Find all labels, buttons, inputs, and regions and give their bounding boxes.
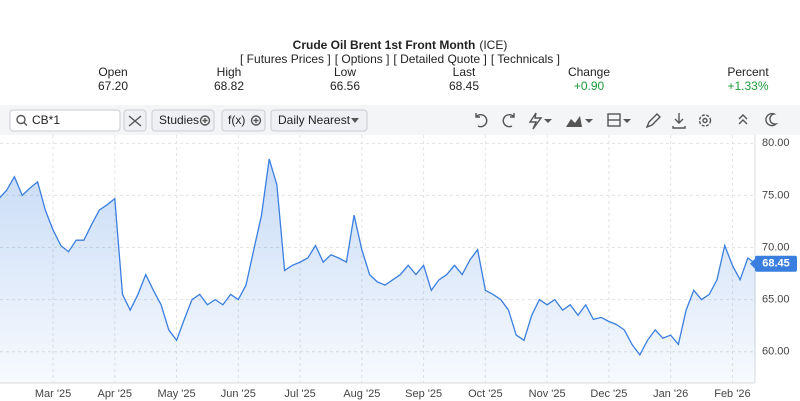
instrument-title: Crude Oil Brent 1st Front Month (ICE) bbox=[293, 38, 508, 52]
last-price-label: 68.45 bbox=[762, 258, 790, 270]
caret bbox=[351, 118, 359, 123]
search-box[interactable] bbox=[9, 109, 121, 132]
x-tick-label: Feb '26 bbox=[714, 388, 750, 400]
x-tick-label: Apr '25 bbox=[98, 388, 133, 400]
function-button[interactable] bbox=[221, 109, 266, 132]
function-label: f(x) bbox=[228, 113, 245, 127]
exchange: (ICE) bbox=[479, 38, 507, 52]
search-icon bbox=[23, 122, 28, 126]
x-tick-label: Oct '25 bbox=[468, 388, 503, 400]
redo-icon[interactable] bbox=[502, 113, 515, 128]
quote-value: 67.20 bbox=[98, 79, 128, 93]
settings-icon[interactable] bbox=[698, 114, 712, 127]
last-price-tag bbox=[755, 255, 797, 272]
chart-type-icon[interactable] bbox=[566, 116, 582, 127]
quote-value: 68.82 bbox=[214, 79, 244, 93]
caret bbox=[623, 119, 631, 123]
search-icon bbox=[16, 114, 26, 125]
studies-label: Studies bbox=[159, 113, 199, 127]
plus-icon bbox=[199, 115, 211, 126]
studies-button[interactable] bbox=[151, 109, 215, 132]
settings-icon bbox=[702, 117, 708, 124]
shuffle-icon bbox=[128, 115, 142, 127]
x-tick-label: Nov '25 bbox=[529, 388, 566, 400]
collapse-icon[interactable] bbox=[738, 114, 748, 125]
x-tick-label: Jan '26 bbox=[653, 388, 688, 400]
link[interactable]: [ Detailed Quote ] bbox=[393, 52, 486, 66]
x-tick-label: Mar '25 bbox=[35, 388, 71, 400]
pencil-icon[interactable] bbox=[645, 113, 661, 129]
link[interactable]: [ Technicals ] bbox=[491, 52, 560, 66]
x-tick-label: Aug '25 bbox=[343, 388, 380, 400]
period-label: Daily Nearest bbox=[278, 113, 351, 127]
x-tick-label: Dec '25 bbox=[590, 388, 627, 400]
caret bbox=[585, 119, 593, 123]
quote-value: 66.56 bbox=[330, 79, 360, 93]
y-tick-label: 60.00 bbox=[762, 346, 790, 358]
undo-icon[interactable] bbox=[475, 113, 488, 128]
link[interactable]: [ Futures Prices ] bbox=[240, 52, 331, 66]
symbol: CB*1 bbox=[32, 113, 60, 127]
quote-label: Change bbox=[568, 65, 610, 79]
links: [ Futures Prices ] [ Options ][ Detailed … bbox=[240, 52, 560, 66]
x-tick-label: Sep '25 bbox=[405, 388, 442, 400]
draw-icon[interactable] bbox=[528, 112, 543, 130]
y-tick-label: 70.00 bbox=[762, 241, 790, 253]
toolbar-icons bbox=[475, 112, 779, 130]
x-tick-label: Jun '25 bbox=[221, 388, 256, 400]
plus-icon bbox=[250, 115, 262, 126]
link[interactable]: [ Options ] bbox=[335, 52, 390, 66]
quote-label: Low bbox=[334, 65, 356, 79]
theme-icon[interactable] bbox=[765, 112, 779, 127]
plus-icon bbox=[253, 118, 259, 123]
quote-label: Open bbox=[98, 65, 127, 79]
plus-icon bbox=[202, 118, 208, 123]
y-tick-label: 75.00 bbox=[762, 189, 790, 201]
last-price-pointer bbox=[750, 257, 756, 270]
quote-label: High bbox=[217, 65, 242, 79]
y-tick-label: 80.00 bbox=[762, 137, 790, 149]
quote-label: Percent bbox=[727, 65, 769, 79]
quote-value: 68.45 bbox=[449, 79, 479, 93]
area-fill bbox=[0, 159, 756, 383]
caret bbox=[544, 119, 552, 123]
y-tick-label: 65.00 bbox=[762, 294, 790, 306]
quote-value: +1.33% bbox=[727, 79, 768, 93]
x-tick-label: Jul '25 bbox=[284, 388, 315, 400]
period-button[interactable] bbox=[270, 109, 368, 132]
x-tick-label: May '25 bbox=[157, 388, 195, 400]
title: Crude Oil Brent 1st Front Month bbox=[293, 38, 476, 52]
download-icon[interactable] bbox=[672, 113, 686, 129]
price-line bbox=[0, 158, 756, 357]
quote-value: +0.90 bbox=[574, 79, 605, 93]
quote-label: Last bbox=[453, 65, 476, 79]
